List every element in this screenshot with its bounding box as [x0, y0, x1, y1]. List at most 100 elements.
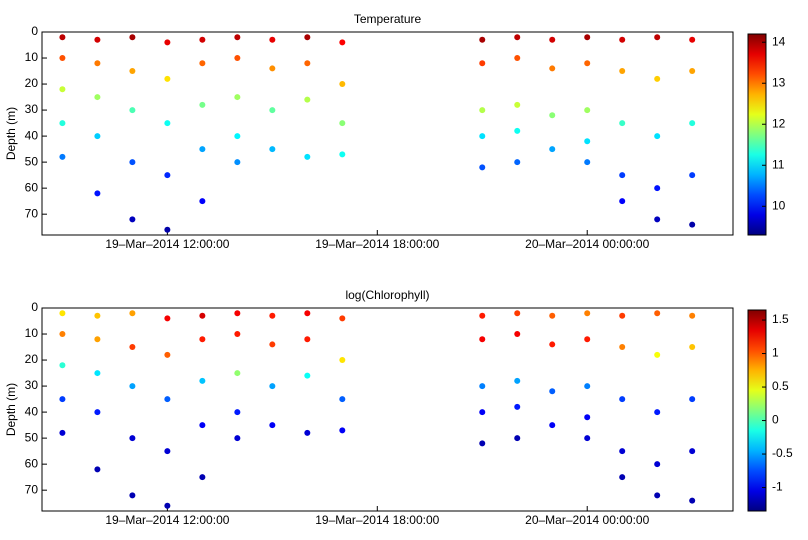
data-point: [94, 370, 101, 377]
data-point: [129, 216, 136, 223]
data-point: [584, 60, 591, 67]
data-point: [129, 159, 136, 166]
colorbar-tick-label: 12: [772, 116, 786, 130]
data-point: [269, 36, 276, 43]
data-point: [94, 466, 101, 473]
data-point: [164, 315, 171, 322]
y-tick-label: 20: [25, 352, 39, 366]
data-point: [584, 414, 591, 421]
data-point: [234, 133, 241, 140]
y-tick-label: 30: [25, 102, 39, 116]
y-tick-label: 20: [25, 76, 39, 90]
data-point: [304, 310, 311, 317]
data-point: [234, 94, 241, 101]
data-point: [514, 331, 521, 338]
data-point: [304, 60, 311, 67]
data-point: [129, 34, 136, 41]
data-point: [339, 396, 346, 403]
y-axis-label: Depth (m): [4, 383, 18, 436]
data-point: [339, 120, 346, 127]
data-point: [619, 312, 626, 319]
data-point: [94, 60, 101, 67]
y-axis-label: Depth (m): [4, 107, 18, 160]
colorbar: [747, 33, 767, 236]
y-tick-label: 50: [25, 430, 39, 444]
data-point: [479, 383, 486, 390]
y-tick-label: 0: [31, 24, 38, 38]
data-point: [129, 68, 136, 75]
data-point: [479, 336, 486, 343]
data-point: [164, 448, 171, 455]
data-point: [199, 474, 206, 481]
y-tick-label: 10: [25, 50, 39, 64]
data-point: [199, 198, 206, 205]
data-point: [304, 96, 311, 103]
data-point: [94, 190, 101, 197]
colorbar: [747, 309, 767, 512]
data-point: [584, 310, 591, 317]
data-point: [479, 107, 486, 114]
data-point: [479, 164, 486, 171]
x-tick-label: 20–Mar–2014 00:00:00: [525, 513, 649, 527]
data-point: [689, 68, 696, 75]
data-point: [619, 68, 626, 75]
data-point: [199, 101, 206, 108]
data-point: [479, 133, 486, 140]
data-point: [584, 138, 591, 145]
data-point: [584, 336, 591, 343]
colorbar-tick-label: 0.5: [772, 379, 789, 393]
data-point: [689, 396, 696, 403]
data-point: [619, 396, 626, 403]
data-point: [619, 198, 626, 205]
plot-frame: [41, 31, 734, 236]
data-point: [339, 315, 346, 322]
data-point: [234, 435, 241, 442]
data-point: [689, 172, 696, 179]
data-point: [514, 127, 521, 134]
data-point: [584, 107, 591, 114]
data-point: [514, 55, 521, 62]
data-point: [59, 86, 66, 93]
x-tick-label: 19–Mar–2014 12:00:00: [105, 513, 229, 527]
data-point: [269, 383, 276, 390]
data-point: [129, 492, 136, 499]
data-point: [549, 388, 556, 395]
colorbar-tick-label: 0: [772, 413, 779, 427]
data-point: [164, 396, 171, 403]
data-point: [94, 94, 101, 101]
chart-title: log(Chlorophyll): [345, 288, 429, 302]
data-point: [549, 36, 556, 43]
x-tick-label: 19–Mar–2014 12:00:00: [105, 237, 229, 251]
y-tick-label: 70: [25, 482, 39, 496]
data-point: [654, 133, 661, 140]
data-point: [339, 151, 346, 158]
data-point: [514, 435, 521, 442]
data-point: [689, 497, 696, 504]
data-point: [304, 153, 311, 160]
data-point: [59, 396, 66, 403]
data-point: [199, 336, 206, 343]
data-point: [339, 357, 346, 364]
data-point: [234, 159, 241, 166]
data-point: [59, 362, 66, 369]
data-point: [269, 146, 276, 153]
data-point: [654, 185, 661, 192]
data-point: [234, 55, 241, 62]
y-tick-label: 70: [25, 206, 39, 220]
data-point: [269, 65, 276, 72]
data-point: [654, 75, 661, 82]
data-point: [549, 312, 556, 319]
data-point: [304, 34, 311, 41]
data-point: [479, 409, 486, 416]
y-tick-label: 60: [25, 456, 39, 470]
data-point: [94, 312, 101, 319]
data-point: [129, 435, 136, 442]
data-point: [549, 146, 556, 153]
data-point: [619, 344, 626, 351]
data-point: [584, 435, 591, 442]
data-point: [689, 312, 696, 319]
data-point: [549, 341, 556, 348]
data-point: [59, 429, 66, 436]
data-point: [514, 310, 521, 317]
data-point: [689, 36, 696, 43]
